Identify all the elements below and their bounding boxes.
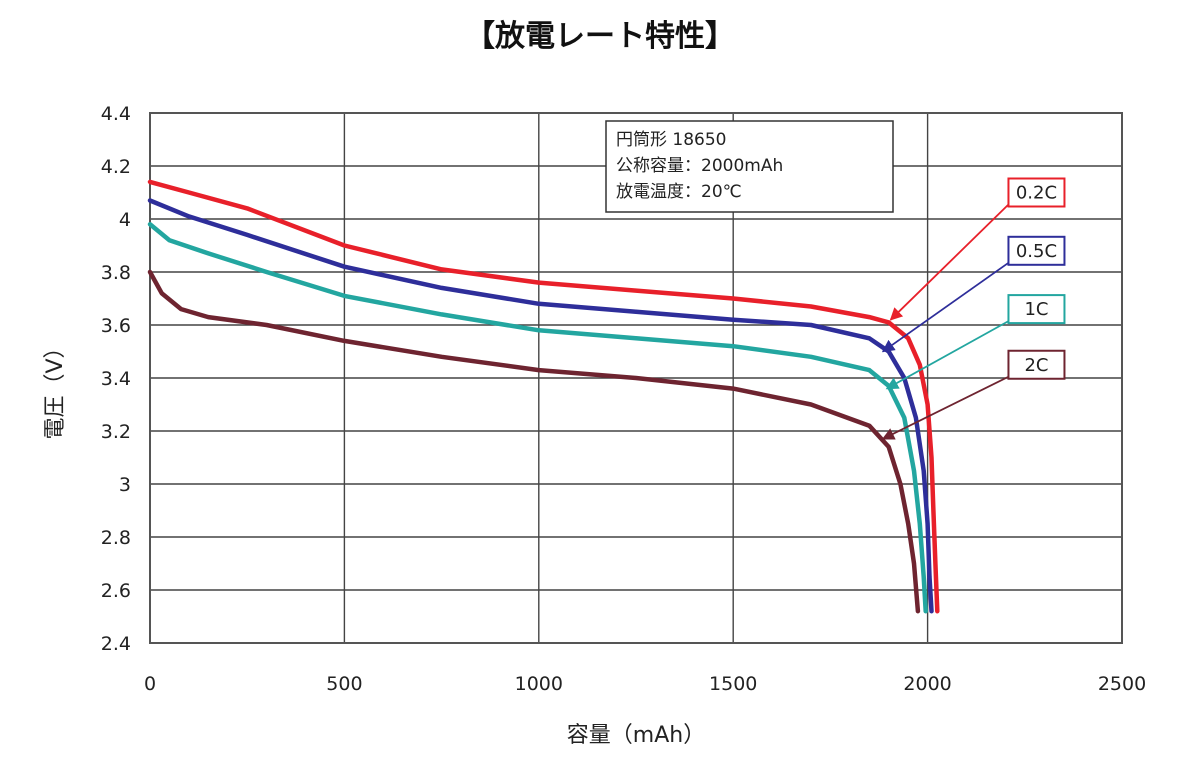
y-tick-label: 3: [119, 474, 131, 496]
x-tick-label: 2000: [903, 673, 951, 695]
y-tick-label: 3.4: [101, 368, 131, 390]
y-axis-ticks: 2.4 2.6 2.8 3 3.2 3.4 3.6 3.8 4 4.2 4.4: [101, 103, 131, 655]
series-pointer-0_2C: [889, 203, 1010, 321]
x-tick-label: 1000: [515, 673, 563, 695]
y-tick-label: 3.8: [101, 262, 131, 284]
x-tick-label: 500: [326, 673, 362, 695]
x-axis-label: 容量（mAh）: [567, 723, 705, 748]
info-box-line-2: 公称容量：2000mAh: [616, 156, 783, 176]
series-label-1C: 1C: [1024, 299, 1048, 320]
info-box: 円筒形 18650 公称容量：2000mAh 放電温度：20℃: [605, 120, 894, 213]
info-box-line-1: 円筒形 18650: [616, 130, 726, 150]
series-line-1C: [147, 222, 928, 614]
series-labels: 0.2C 0.5C 1C 2C: [881, 177, 1066, 440]
info-box-frame: [605, 120, 894, 213]
x-tick-label: 2500: [1098, 673, 1146, 695]
series-line-0_2C: [147, 179, 940, 614]
x-axis-ticks: 0 500 1000 1500 2000 2500: [144, 673, 1146, 695]
y-tick-label: 2.6: [101, 580, 131, 602]
y-tick-label: 2.4: [101, 633, 131, 655]
y-tick-label: 4.4: [101, 103, 131, 125]
y-axis-label: 電圧（V）: [43, 336, 68, 439]
series-label-box-0_5C: [1007, 235, 1066, 266]
series-pointer-1C: [885, 320, 1009, 390]
series-label-0_5C: 0.5C: [1016, 241, 1057, 262]
series-lines: [147, 179, 940, 614]
series-pointer-2C: [881, 375, 1009, 440]
series-line-2C: [147, 269, 921, 614]
series-label-box-2C: [1007, 349, 1066, 380]
info-box-line-3: 放電温度：20℃: [616, 182, 742, 202]
x-tick-label: 1500: [709, 673, 757, 695]
series-label-box-1C: [1007, 294, 1066, 325]
y-tick-label: 3.2: [101, 421, 131, 443]
plot-area-frame: [149, 112, 1123, 644]
chart-title: 【放電レート特性】: [465, 19, 735, 54]
y-tick-label: 3.6: [101, 315, 131, 337]
y-tick-label: 4: [119, 209, 131, 231]
series-label-2C: 2C: [1024, 355, 1048, 376]
x-tick-label: 0: [144, 673, 156, 695]
series-label-0_2C: 0.2C: [1016, 183, 1057, 204]
y-tick-label: 2.8: [101, 527, 131, 549]
series-pointer-0_5C: [881, 262, 1009, 353]
series-label-box-0_2C: [1007, 177, 1066, 208]
y-tick-label: 4.2: [101, 156, 131, 178]
series-line-0_5C: [147, 198, 934, 614]
